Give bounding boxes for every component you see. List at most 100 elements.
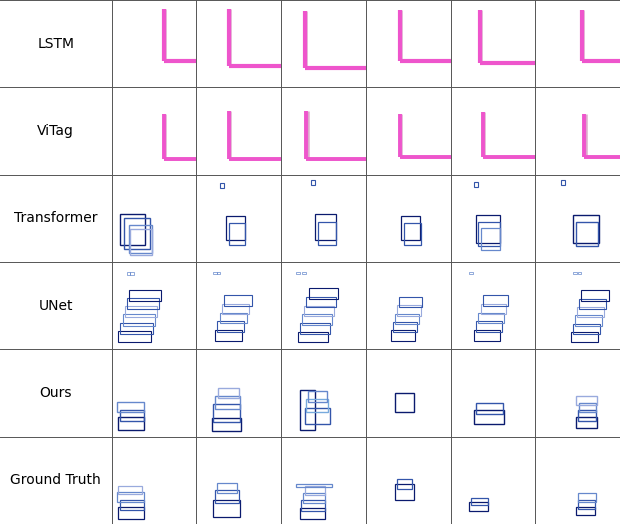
Bar [404,223,421,245]
Bar [397,305,420,315]
Bar [578,271,581,274]
Bar [576,222,598,246]
Bar [298,332,327,342]
Bar [124,219,150,249]
Text: Ours: Ours [40,386,72,400]
Text: Transformer: Transformer [14,211,97,225]
Bar [224,295,252,305]
Bar [120,410,144,421]
Bar [582,290,609,301]
Bar [216,483,237,494]
Bar [474,182,479,187]
Bar [301,500,325,511]
Bar [306,399,327,412]
Bar [296,271,299,274]
Bar [123,314,155,326]
Bar [117,492,144,502]
Bar [125,306,157,318]
Bar [118,486,142,494]
Bar [118,331,151,342]
Bar [215,330,242,341]
Bar [218,388,239,398]
Bar [211,418,241,431]
Bar [576,507,595,515]
Bar [118,417,144,430]
Bar [213,271,216,274]
Bar [476,403,503,414]
Bar [579,403,596,412]
Bar [219,313,247,323]
Bar [399,297,422,308]
Bar [118,507,144,519]
Text: LSTM: LSTM [37,37,74,51]
Bar [575,315,602,326]
Bar [573,323,600,334]
Bar [476,321,502,332]
Bar [578,500,595,509]
Bar [576,418,597,428]
Bar [471,498,488,505]
Bar [393,322,417,332]
Text: UNet: UNet [38,299,73,313]
Bar [574,271,577,274]
Bar [579,299,606,309]
Bar [305,408,330,423]
Bar [560,180,565,185]
Bar [576,397,597,405]
Bar [120,214,146,245]
Bar [391,330,415,341]
Bar [299,390,315,430]
Bar [481,228,500,250]
Bar [128,225,153,253]
Bar [479,222,500,246]
Bar [480,304,506,314]
Text: ViTag: ViTag [37,124,74,138]
Bar [216,271,220,274]
Bar [127,298,159,309]
Bar [220,182,224,188]
Bar [296,484,332,487]
Bar [299,508,325,519]
Bar [229,223,246,245]
Bar [571,332,598,342]
Bar [308,391,327,402]
Bar [215,490,239,503]
Bar [130,272,134,275]
Bar [469,271,472,274]
Bar [218,321,244,332]
Bar [304,305,334,316]
Bar [476,215,500,243]
Bar [311,180,315,185]
Bar [213,499,241,517]
Bar [483,295,508,305]
Bar [130,229,153,255]
Bar [395,313,418,324]
Bar [127,272,130,275]
Bar [317,222,336,245]
Bar [396,393,414,412]
Text: Ground Truth: Ground Truth [11,473,101,487]
Bar [397,478,412,489]
Bar [396,484,414,499]
Bar [117,402,144,412]
Bar [300,323,330,334]
Bar [303,493,325,503]
Bar [215,396,241,409]
Bar [303,271,306,274]
Bar [120,323,153,334]
Bar [120,499,144,510]
Bar [129,289,161,301]
Bar [305,486,325,495]
Bar [577,307,604,318]
Bar [226,216,245,240]
Bar [306,297,336,308]
Bar [222,304,249,314]
Bar [309,288,339,299]
Bar [574,215,599,243]
Bar [315,214,336,240]
Bar [474,410,504,423]
Bar [303,314,332,325]
Bar [469,502,488,511]
Bar [213,405,241,422]
Bar [578,494,596,502]
